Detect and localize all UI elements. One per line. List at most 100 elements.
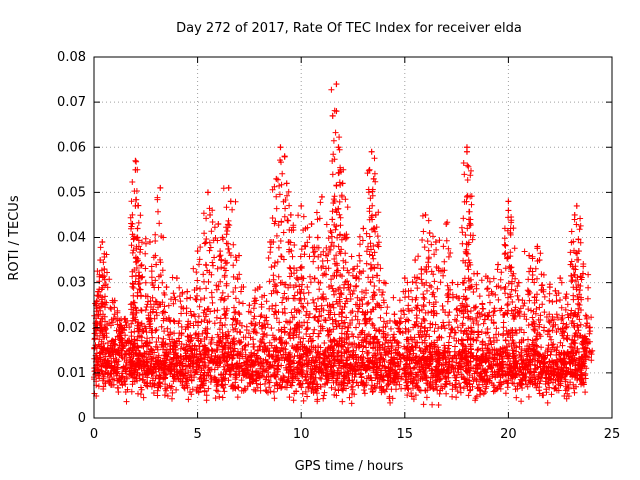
data-point <box>337 166 344 173</box>
data-point <box>308 220 315 227</box>
data-point <box>418 266 425 273</box>
data-point <box>333 108 340 115</box>
data-point <box>194 248 201 255</box>
data-point <box>366 166 373 173</box>
data-point <box>111 297 118 304</box>
data-point <box>333 81 340 88</box>
data-point <box>314 234 321 241</box>
data-point <box>463 193 470 200</box>
data-point <box>339 180 346 187</box>
y-tick-label: 0.03 <box>57 276 86 291</box>
data-point <box>246 302 253 309</box>
data-point <box>536 257 543 264</box>
data-point <box>515 279 522 286</box>
y-axis-label: ROTI / TECUs <box>7 195 22 280</box>
data-point <box>335 144 342 151</box>
data-point <box>567 261 574 268</box>
data-point <box>432 239 439 246</box>
data-point <box>370 175 377 182</box>
data-points <box>91 81 596 408</box>
data-point <box>584 320 591 327</box>
data-point <box>495 261 502 268</box>
data-point <box>236 252 243 259</box>
data-point <box>323 252 330 259</box>
data-point <box>287 211 294 218</box>
data-point <box>101 266 108 273</box>
data-point <box>546 284 553 291</box>
data-point <box>99 239 106 246</box>
data-point <box>184 288 191 295</box>
data-point <box>281 153 288 160</box>
data-point <box>277 144 284 151</box>
data-point <box>368 148 375 155</box>
data-point <box>283 180 290 187</box>
data-point <box>466 216 473 223</box>
x-tick-label: 5 <box>193 427 201 442</box>
data-point <box>302 243 309 250</box>
x-tick-label: 20 <box>500 427 517 442</box>
data-point <box>219 234 226 241</box>
roti-markers-band <box>91 86 596 408</box>
x-tick-label: 15 <box>397 427 414 442</box>
data-point <box>474 270 481 277</box>
data-point <box>422 211 429 218</box>
y-tick-label: 0.06 <box>57 140 86 155</box>
data-point <box>412 257 419 264</box>
data-point <box>505 198 512 205</box>
data-point <box>360 225 367 232</box>
data-point <box>329 216 336 223</box>
data-point <box>153 261 160 268</box>
data-point <box>97 257 104 264</box>
data-point <box>225 184 232 191</box>
y-axis-ticks: 0 0.01 0.02 0.03 0.04 0.05 0.06 0.07 0.08 <box>57 50 612 426</box>
data-point <box>571 211 578 218</box>
data-point <box>505 207 512 214</box>
data-point <box>134 234 141 241</box>
data-point <box>381 279 388 286</box>
x-axis-label: GPS time / hours <box>295 459 404 474</box>
data-point <box>204 189 211 196</box>
data-point <box>227 198 234 205</box>
data-point <box>142 293 149 300</box>
data-point <box>575 248 582 255</box>
data-point <box>173 275 180 282</box>
data-point <box>294 275 301 282</box>
data-point <box>350 266 356 273</box>
data-point <box>122 315 129 322</box>
data-point <box>426 229 433 236</box>
data-point <box>273 175 280 182</box>
data-point <box>459 279 466 286</box>
data-point <box>557 275 564 282</box>
x-tick-label: 0 <box>90 427 98 442</box>
data-point <box>318 193 325 200</box>
data-point <box>256 284 263 291</box>
data-point <box>343 234 350 241</box>
data-point <box>579 270 586 277</box>
y-tick-label: 0.01 <box>57 366 86 381</box>
data-point <box>267 239 274 246</box>
data-point <box>215 220 222 227</box>
data-point <box>356 252 363 259</box>
data-point <box>132 166 139 173</box>
data-point <box>146 239 153 246</box>
data-point <box>443 220 450 227</box>
y-tick-label: 0.04 <box>57 231 86 246</box>
y-tick-label: 0 <box>78 411 86 426</box>
data-point <box>463 148 470 155</box>
data-point <box>526 252 533 259</box>
x-tick-label: 25 <box>604 427 621 442</box>
data-point <box>372 211 379 218</box>
data-point <box>484 275 491 282</box>
data-point <box>95 288 102 295</box>
data-point <box>134 225 141 232</box>
data-point <box>391 311 398 318</box>
y-tick-label: 0.02 <box>57 321 86 336</box>
data-point <box>163 284 170 291</box>
data-point <box>401 275 408 282</box>
data-point <box>157 184 164 191</box>
data-point <box>132 157 139 164</box>
y-tick-label: 0.05 <box>57 185 86 200</box>
data-point <box>298 202 305 209</box>
data-point <box>449 279 456 286</box>
